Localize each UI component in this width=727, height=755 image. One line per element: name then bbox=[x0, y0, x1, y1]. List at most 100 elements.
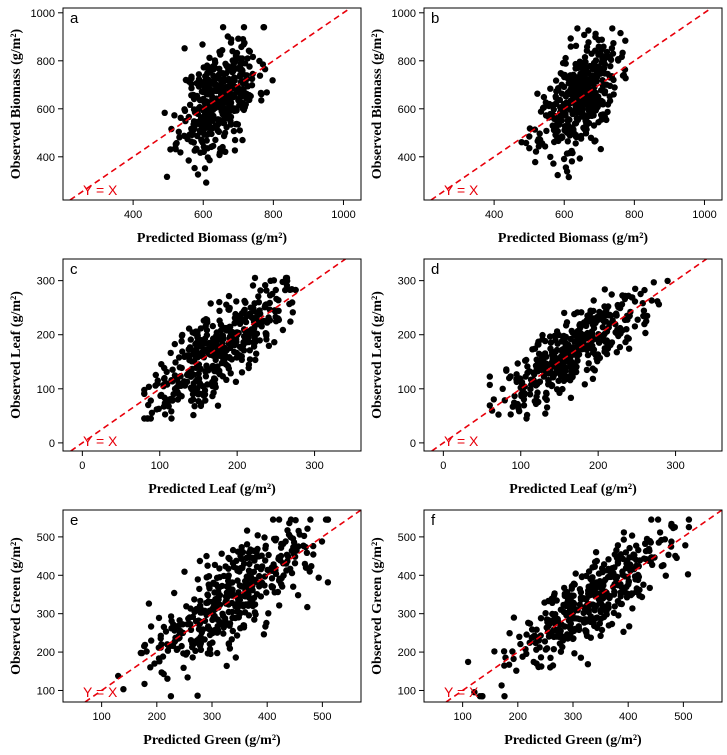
data-point bbox=[228, 68, 236, 76]
data-point bbox=[203, 331, 211, 339]
data-point bbox=[203, 120, 211, 128]
y-tick-label: 200 bbox=[37, 330, 55, 342]
data-point bbox=[168, 415, 175, 422]
data-point bbox=[244, 55, 251, 62]
data-point bbox=[596, 332, 603, 339]
data-point bbox=[562, 322, 570, 329]
data-point bbox=[200, 64, 207, 71]
data-point bbox=[581, 381, 588, 388]
data-point bbox=[655, 539, 662, 546]
data-point bbox=[177, 114, 184, 122]
data-point bbox=[631, 573, 639, 580]
data-point bbox=[585, 27, 592, 34]
y-axis-title: Observed Green (g/m²) bbox=[9, 537, 24, 675]
data-point bbox=[231, 348, 238, 356]
data-point bbox=[536, 378, 544, 385]
data-point bbox=[562, 347, 570, 355]
data-point bbox=[249, 576, 256, 584]
data-point bbox=[290, 544, 297, 551]
data-point bbox=[498, 682, 505, 689]
data-point bbox=[547, 339, 555, 346]
data-point bbox=[648, 297, 655, 304]
y-axis-title: Observed Leaf (g/m²) bbox=[370, 291, 385, 419]
data-point bbox=[249, 554, 256, 561]
data-point bbox=[533, 393, 540, 400]
panel-a: 400 600 800 1000 400 600 800 1000 a Y = X Predicte… bbox=[9, 7, 362, 246]
data-point bbox=[589, 365, 596, 372]
data-point bbox=[247, 304, 254, 311]
data-point bbox=[203, 574, 210, 581]
data-point bbox=[541, 638, 549, 645]
data-point bbox=[588, 332, 596, 340]
data-point bbox=[206, 68, 214, 76]
data-point bbox=[591, 62, 598, 69]
data-point bbox=[213, 598, 221, 606]
data-point bbox=[171, 589, 178, 597]
data-point bbox=[269, 516, 277, 523]
data-point bbox=[581, 54, 589, 61]
data-point bbox=[572, 364, 579, 371]
y-axis-title: Observed Biomass (g/m²) bbox=[370, 28, 385, 179]
data-point bbox=[194, 576, 201, 583]
data-point bbox=[198, 400, 205, 407]
data-point bbox=[238, 544, 245, 551]
data-point bbox=[263, 332, 270, 339]
data-point bbox=[184, 674, 191, 681]
data-point bbox=[550, 633, 558, 641]
data-point bbox=[199, 626, 207, 633]
data-point bbox=[211, 561, 219, 569]
data-point bbox=[626, 544, 633, 552]
data-point bbox=[623, 590, 630, 597]
x-tick-label: 400 bbox=[124, 209, 142, 221]
data-point bbox=[605, 604, 612, 611]
data-point bbox=[207, 78, 214, 85]
data-point bbox=[192, 353, 199, 360]
data-point bbox=[643, 318, 650, 325]
data-point bbox=[235, 55, 242, 62]
data-point bbox=[204, 562, 211, 569]
data-point bbox=[176, 134, 183, 141]
data-point bbox=[533, 626, 540, 633]
data-point bbox=[233, 49, 241, 57]
data-point bbox=[256, 57, 263, 65]
data-point bbox=[243, 527, 251, 534]
data-point bbox=[272, 313, 279, 321]
data-point bbox=[596, 600, 603, 607]
data-point bbox=[562, 374, 569, 381]
data-point bbox=[605, 556, 612, 563]
data-point bbox=[169, 366, 176, 373]
data-point bbox=[551, 113, 559, 121]
data-point bbox=[175, 354, 183, 361]
data-point bbox=[611, 564, 618, 571]
data-point bbox=[565, 352, 572, 360]
reference-line-y-equals-x bbox=[430, 8, 712, 200]
data-point bbox=[526, 145, 533, 152]
data-point bbox=[176, 391, 183, 399]
data-point bbox=[628, 590, 635, 597]
data-point bbox=[270, 561, 277, 568]
data-point bbox=[541, 143, 549, 150]
data-point bbox=[196, 585, 203, 593]
data-point bbox=[167, 613, 175, 620]
data-point bbox=[289, 309, 296, 316]
data-point bbox=[486, 373, 493, 380]
data-point bbox=[577, 654, 585, 661]
data-point bbox=[578, 79, 585, 87]
data-point bbox=[212, 136, 219, 144]
data-point bbox=[180, 378, 188, 385]
data-point bbox=[255, 293, 262, 300]
x-tick-label: 200 bbox=[148, 711, 166, 723]
reference-line-y-equals-x bbox=[84, 510, 361, 702]
data-point bbox=[160, 670, 167, 678]
reference-line-label: Y = X bbox=[444, 433, 479, 449]
data-point bbox=[210, 112, 217, 120]
data-point bbox=[208, 89, 216, 96]
reference-line-label: Y = X bbox=[83, 182, 118, 198]
y-tick-label: 300 bbox=[398, 609, 416, 621]
data-point bbox=[536, 136, 544, 143]
panel-c: 0 100 200 300 0 100 200 300 c Y = X Predicted Leaf… bbox=[9, 258, 362, 497]
data-point bbox=[506, 630, 513, 637]
data-point bbox=[601, 593, 608, 601]
data-point bbox=[595, 119, 602, 126]
